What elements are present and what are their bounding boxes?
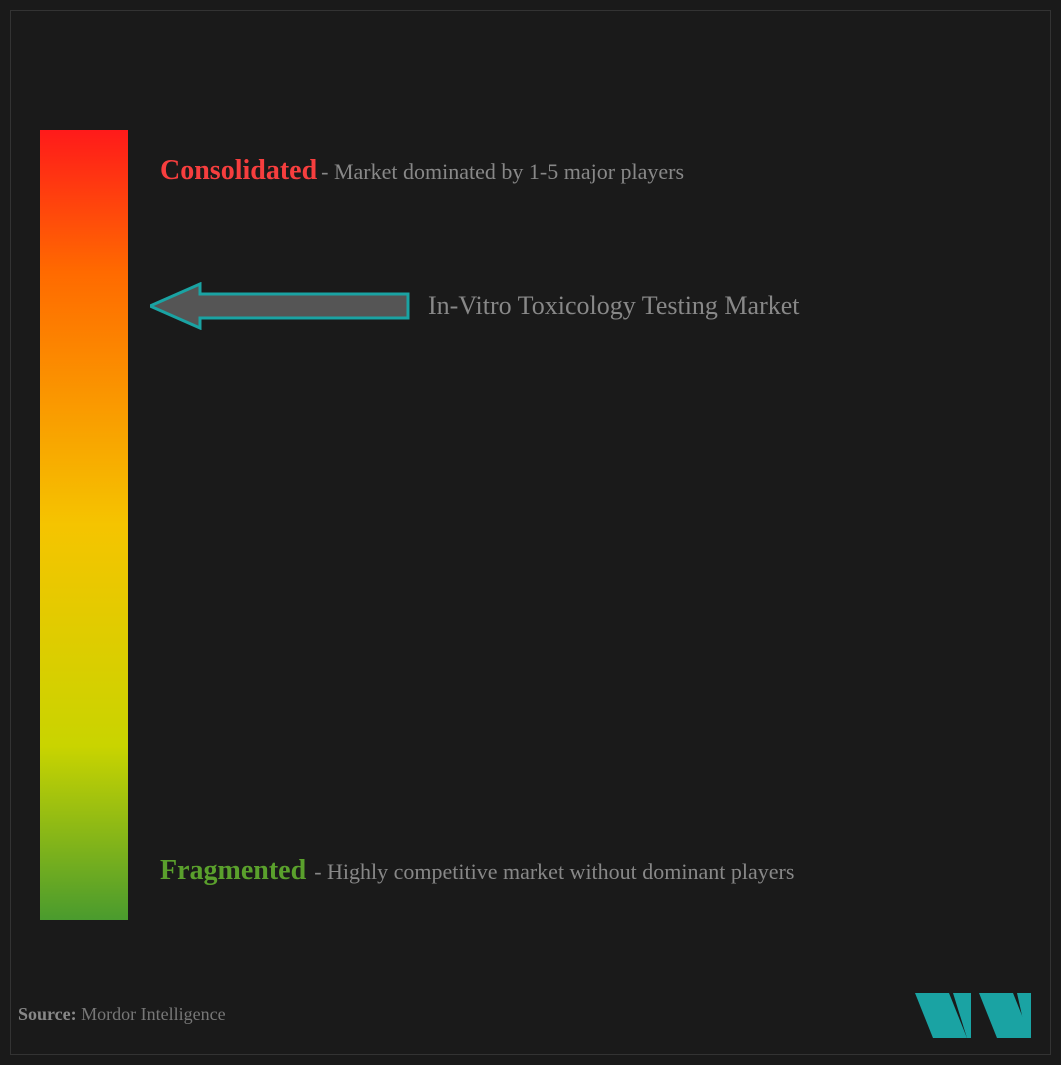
brand-logo-icon bbox=[913, 988, 1033, 1043]
source-attribution: Source: Mordor Intelligence bbox=[18, 1004, 226, 1025]
pointer-arrow-icon bbox=[150, 282, 410, 330]
consolidated-label-row: Consolidated - Market dominated by 1-5 m… bbox=[160, 155, 684, 187]
fragmented-label-row: Fragmented - Highly competitive market w… bbox=[160, 855, 794, 887]
concentration-gradient-bar bbox=[40, 130, 128, 920]
consolidated-description: - Market dominated by 1-5 major players bbox=[321, 159, 684, 185]
consolidated-title: Consolidated bbox=[160, 155, 317, 187]
source-label: Source: bbox=[18, 1004, 77, 1024]
fragmented-description: - Highly competitive market without domi… bbox=[314, 859, 794, 885]
source-value: Mordor Intelligence bbox=[81, 1004, 225, 1024]
market-name-label: In-Vitro Toxicology Testing Market bbox=[428, 291, 800, 321]
market-pointer-row: In-Vitro Toxicology Testing Market bbox=[150, 282, 800, 330]
fragmented-title: Fragmented bbox=[160, 855, 306, 887]
